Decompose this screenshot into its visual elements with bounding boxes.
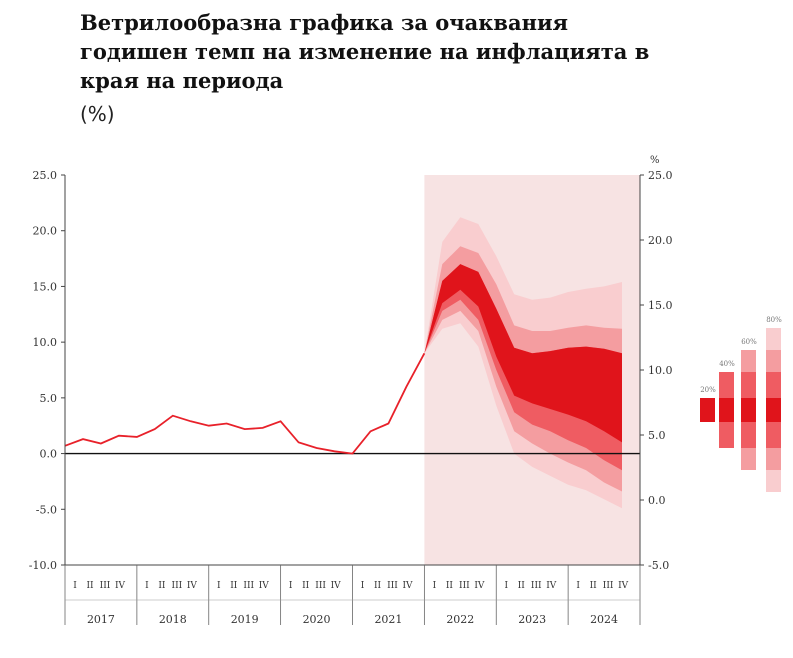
right-tick-label: 20.0 [648,234,673,247]
quarter-label: I [504,581,508,591]
quarter-label: II [590,581,598,591]
quarter-label: III [387,581,398,591]
quarter-label: I [289,581,293,591]
quarter-label: I [217,581,221,591]
quarter-label: I [361,581,365,591]
right-tick-label: 25.0 [648,169,673,182]
left-tick-label: -10.0 [29,559,57,572]
quarter-label: III [172,581,183,591]
legend-label: 60% [741,338,757,346]
year-label: 2022 [446,613,474,626]
fan-chart-svg: 25.0 20.0 15.0 10.0 5.0 0.0 -5.0 -10.0 25.0 20.0 1… [29,155,782,626]
quarter-label: III [459,581,470,591]
left-tick-label: 5.0 [40,392,58,405]
quarter-label: III [531,581,542,591]
year-label: 2017 [87,613,115,626]
year-label: 2023 [518,613,546,626]
right-tick-label: -5.0 [648,559,669,572]
chart-subtitle: (%) [80,102,115,126]
quarter-label: II [230,581,238,591]
left-tick-label: 15.0 [33,280,58,293]
legend-label: 40% [719,360,735,368]
legend-label: 20% [700,386,716,394]
right-tick-label: 5.0 [648,429,666,442]
legend-label: 80% [766,316,782,324]
chart-title: Ветрилообразна графика за очаквания годи… [80,10,650,93]
quarter-label: I [576,581,580,591]
left-tick-label: 20.0 [33,225,58,238]
legend-bar-1 [700,398,715,422]
quarter-label: IV [331,581,342,591]
quarter-label: II [86,581,94,591]
quarter-label: II [446,581,454,591]
legend-bar-2 [719,398,734,422]
quarter-label: IV [618,581,629,591]
fan-band-1 [424,264,622,443]
year-label: 2021 [374,613,402,626]
legend-bar-4 [766,398,781,422]
quarter-label: IV [187,581,198,591]
right-axis-unit: % [650,155,660,166]
inflation-history-line [64,352,426,455]
quarter-label: II [374,581,382,591]
quarter-label: II [158,581,166,591]
quarter-label: III [315,581,326,591]
left-tick-label: 0.0 [40,448,58,461]
quarter-label: IV [474,581,485,591]
quarter-label: IV [259,581,270,591]
quarter-label: I [73,581,77,591]
left-tick-label: 10.0 [33,336,58,349]
year-label: 2018 [159,613,187,626]
quarter-label: IV [115,581,126,591]
quarter-label: I [433,581,437,591]
left-tick-label: -5.0 [36,503,57,516]
left-tick-label: 25.0 [33,169,58,182]
right-tick-label: 10.0 [648,364,673,377]
right-tick-label: 0.0 [648,494,666,507]
year-label: 2020 [303,613,331,626]
fan-chart: 25.0 20.0 15.0 10.0 5.0 0.0 -5.0 -10.0 25.0 20.0 1… [14,140,793,654]
quarter-label: IV [546,581,557,591]
right-tick-label: 15.0 [648,299,673,312]
quarter-label: I [145,581,149,591]
quarter-label: III [100,581,111,591]
legend-bar-3 [741,398,756,422]
quarter-label: IV [402,581,413,591]
quarter-label: III [243,581,254,591]
year-label: 2024 [590,613,618,626]
quarter-label: II [518,581,526,591]
year-label: 2019 [231,613,259,626]
quarter-label: III [603,581,614,591]
quarter-label: II [302,581,310,591]
